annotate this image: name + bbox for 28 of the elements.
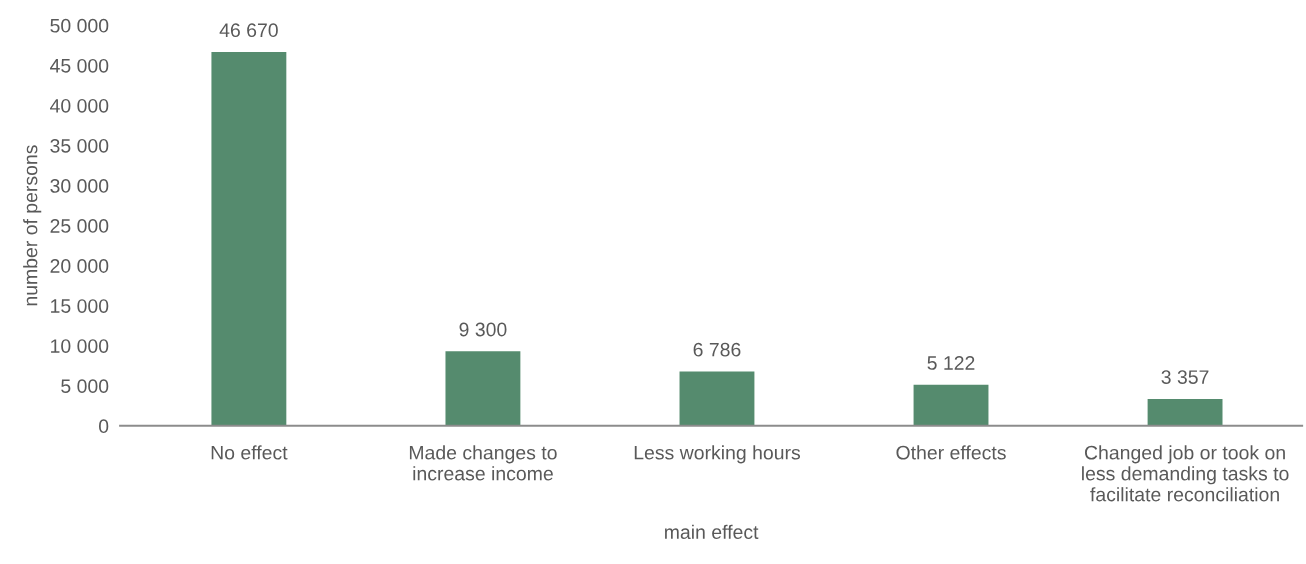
- data-label: 6 786: [693, 342, 741, 357]
- bar: [211, 52, 287, 426]
- y-tick-label: 30 000: [50, 179, 109, 193]
- y-tick-label: 5 000: [61, 379, 109, 394]
- y-tick-label: 0: [98, 419, 109, 434]
- bar: [679, 371, 755, 426]
- data-label: 46 670: [219, 23, 278, 38]
- data-label: 9 300: [459, 322, 507, 337]
- y-tick-label: 40 000: [50, 98, 109, 113]
- y-tick-label: 25 000: [50, 219, 109, 233]
- data-label: 5 122: [927, 356, 975, 370]
- y-tick-label: 50 000: [50, 18, 109, 33]
- y-tick-label: 20 000: [50, 259, 109, 273]
- y-tick-label: 15 000: [51, 299, 109, 313]
- x-tick-label: Other effects: [896, 445, 1006, 460]
- bar: [445, 351, 521, 426]
- x-tick-label: Changed job or took on less demanding tasks to facilitate reconciliation: [1082, 445, 1289, 502]
- x-axis-title: main effect: [665, 524, 759, 540]
- y-axis-title: number of persons: [23, 145, 42, 306]
- y-tick-label: 45 000: [50, 58, 109, 73]
- x-tick-label: Made changes to increase income: [409, 445, 557, 481]
- bar: [1147, 398, 1223, 426]
- y-tick-label: 35 000: [50, 138, 109, 153]
- data-label: 3 357: [1161, 370, 1209, 384]
- bar: [913, 384, 989, 426]
- y-tick-label: 10 000: [51, 339, 109, 353]
- x-tick-label: Less working hours: [634, 445, 801, 464]
- x-tick-label: No effect: [211, 445, 288, 460]
